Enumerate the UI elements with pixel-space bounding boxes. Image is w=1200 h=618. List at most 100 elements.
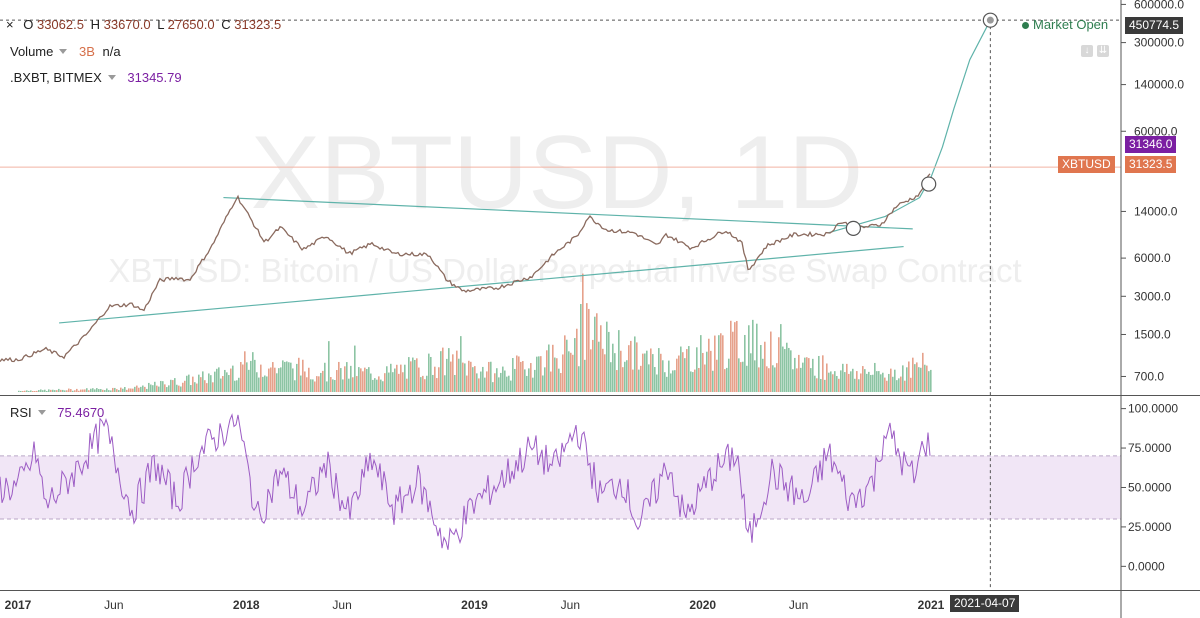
volume-bar bbox=[520, 361, 522, 392]
volume-bar bbox=[110, 390, 112, 392]
market-status-text: Market Open bbox=[1033, 17, 1109, 32]
volume-bar bbox=[620, 350, 622, 392]
volume-bar bbox=[926, 365, 928, 392]
volume-bar bbox=[832, 374, 834, 392]
volume-bar bbox=[24, 390, 26, 392]
volume-bar bbox=[882, 372, 884, 392]
volume-bar bbox=[216, 368, 218, 392]
volume-bar bbox=[816, 378, 818, 392]
arrow-double-down-icon[interactable]: ⇊ bbox=[1097, 45, 1109, 57]
volume-bar bbox=[924, 364, 926, 392]
volume-bar bbox=[572, 354, 574, 392]
volume-bar bbox=[396, 364, 398, 392]
volume-bar bbox=[118, 390, 120, 392]
volume-bar bbox=[622, 367, 624, 392]
volume-bar bbox=[166, 387, 168, 392]
volume-bar bbox=[500, 372, 502, 392]
volume-bar bbox=[450, 361, 452, 392]
volume-bar bbox=[894, 369, 896, 392]
chevron-down-icon[interactable] bbox=[37, 410, 46, 416]
volume-bar bbox=[362, 371, 364, 392]
volume-bar bbox=[178, 385, 180, 392]
volume-bar bbox=[138, 387, 140, 392]
rsi-label: RSI bbox=[10, 405, 32, 420]
volume-bar bbox=[458, 358, 460, 392]
volume-bar bbox=[314, 381, 316, 392]
volume-bar bbox=[346, 362, 348, 392]
volume-bar bbox=[68, 388, 70, 392]
chevron-down-icon[interactable] bbox=[107, 75, 116, 81]
volume-bar bbox=[78, 390, 80, 392]
volume-bar bbox=[726, 367, 728, 392]
volume-bar bbox=[282, 360, 284, 392]
volume-bar bbox=[394, 368, 396, 392]
volume-bar bbox=[34, 391, 36, 392]
rsi-tick-label: 75.0000 bbox=[1128, 441, 1172, 455]
volume-bar bbox=[348, 378, 350, 392]
volume-bar bbox=[250, 360, 252, 392]
volume-bar bbox=[334, 380, 336, 392]
volume-bar bbox=[714, 335, 716, 392]
volume-bar bbox=[906, 367, 908, 392]
time-tick-label: 2017 bbox=[5, 598, 32, 612]
volume-bar bbox=[720, 333, 722, 392]
volume-bar bbox=[670, 373, 672, 392]
marker-center bbox=[986, 16, 994, 24]
volume-bar bbox=[60, 389, 62, 392]
volume-bar bbox=[736, 320, 738, 392]
volume-bar bbox=[492, 382, 494, 392]
volume-bar bbox=[800, 367, 802, 392]
index-legend[interactable]: .BXBT, BITMEX 31345.79 bbox=[10, 70, 182, 86]
volume-bar bbox=[308, 367, 310, 392]
volume-bar bbox=[652, 354, 654, 392]
volume-bar bbox=[806, 357, 808, 392]
arrow-down-icon[interactable]: ↓ bbox=[1081, 45, 1093, 57]
price-tick-label: 3000.0 bbox=[1134, 289, 1171, 303]
volume-legend[interactable]: Volume 3B n/a bbox=[10, 44, 121, 60]
volume-bar bbox=[326, 381, 328, 392]
volume-bar bbox=[150, 384, 152, 392]
volume-bar bbox=[858, 379, 860, 392]
volume-bar bbox=[230, 368, 232, 392]
volume-bar bbox=[168, 385, 170, 392]
volume-bar bbox=[204, 380, 206, 392]
volume-bar bbox=[830, 371, 832, 392]
volume-bar bbox=[536, 356, 538, 392]
rsi-legend[interactable]: RSI 75.4670 bbox=[10, 405, 104, 421]
volume-bar bbox=[748, 325, 750, 392]
volume-bar bbox=[322, 370, 324, 392]
ohlc-legend: × O 33062.5 H 33670.0 L 27650.0 C 31323.… bbox=[6, 17, 281, 33]
volume-bar bbox=[268, 368, 270, 392]
volume-bar bbox=[686, 349, 688, 392]
volume-bar bbox=[142, 385, 144, 392]
volume-bar bbox=[514, 368, 516, 392]
volume-bar bbox=[578, 366, 580, 392]
volume-bar bbox=[360, 368, 362, 392]
volume-bar bbox=[746, 365, 748, 392]
volume-bar bbox=[474, 366, 476, 392]
volume-bar bbox=[692, 372, 694, 392]
time-tick-label: Jun bbox=[332, 598, 351, 612]
volume-bar bbox=[58, 388, 60, 392]
volume-bar bbox=[840, 370, 842, 392]
volume-bar bbox=[542, 375, 544, 392]
h-label: H bbox=[90, 17, 100, 32]
close-icon[interactable]: × bbox=[6, 17, 14, 32]
volume-bar bbox=[420, 377, 422, 392]
volume-bar bbox=[534, 369, 536, 392]
volume-bar bbox=[658, 348, 660, 392]
volume-bar bbox=[916, 362, 918, 392]
chevron-down-icon[interactable] bbox=[59, 49, 68, 55]
time-tick-label: 2018 bbox=[233, 598, 260, 612]
volume-bar bbox=[528, 368, 530, 392]
volume-bar bbox=[854, 378, 856, 392]
volume-bar bbox=[378, 376, 380, 392]
volume-bar bbox=[80, 389, 82, 392]
volume-bar bbox=[690, 371, 692, 392]
scroll-buttons: ↓ ⇊ bbox=[1081, 40, 1113, 58]
index-label: .BXBT, BITMEX bbox=[10, 70, 102, 85]
volume-bar bbox=[198, 374, 200, 392]
volume-bar bbox=[742, 361, 744, 392]
